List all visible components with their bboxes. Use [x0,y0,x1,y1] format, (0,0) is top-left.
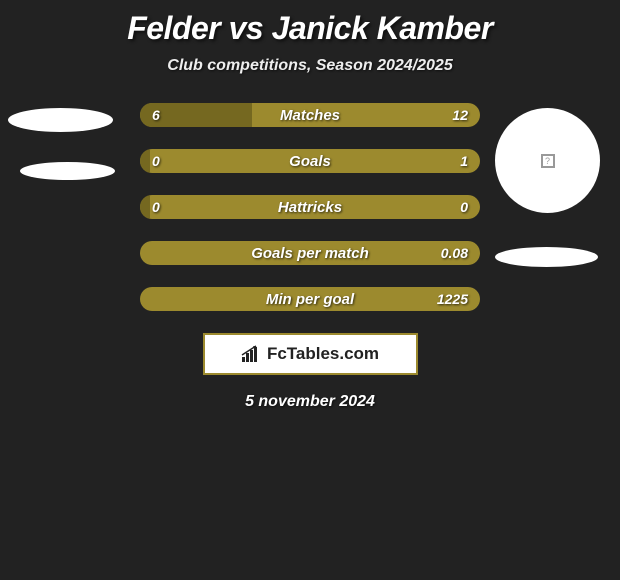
date-label: 5 november 2024 [0,393,620,411]
ellipse-decor [8,108,113,132]
player-left-decor [10,108,115,180]
stat-value-right: 0 [460,195,468,219]
stat-label: Min per goal [140,287,480,311]
ellipse-decor [495,247,598,267]
image-placeholder-icon: ? [541,154,555,168]
stat-row: Min per goal 1225 [140,287,480,311]
stat-label: Matches [140,103,480,127]
stat-bars: 6 Matches 12 0 Goals 1 0 Hattricks 0 Goa… [140,103,480,311]
comparison-area: ? 6 Matches 12 0 Goals 1 0 Hattricks 0 G… [0,103,620,411]
player-right-decor: ? [495,108,600,267]
page-title: Felder vs Janick Kamber [0,0,620,47]
stat-row: 0 Goals 1 [140,149,480,173]
brand-text: FcTables.com [267,344,379,364]
stat-label: Goals [140,149,480,173]
brand-badge: FcTables.com [203,333,418,375]
avatar-right: ? [495,108,600,213]
stat-value-right: 1225 [437,287,468,311]
stat-value-right: 1 [460,149,468,173]
ellipse-decor [20,162,115,180]
stat-value-right: 0.08 [441,241,468,265]
stat-row: 6 Matches 12 [140,103,480,127]
stat-row: 0 Hattricks 0 [140,195,480,219]
stat-value-right: 12 [452,103,468,127]
stat-label: Hattricks [140,195,480,219]
bar-chart-icon [241,345,261,363]
page-subtitle: Club competitions, Season 2024/2025 [0,57,620,75]
stat-label: Goals per match [140,241,480,265]
stat-row: Goals per match 0.08 [140,241,480,265]
